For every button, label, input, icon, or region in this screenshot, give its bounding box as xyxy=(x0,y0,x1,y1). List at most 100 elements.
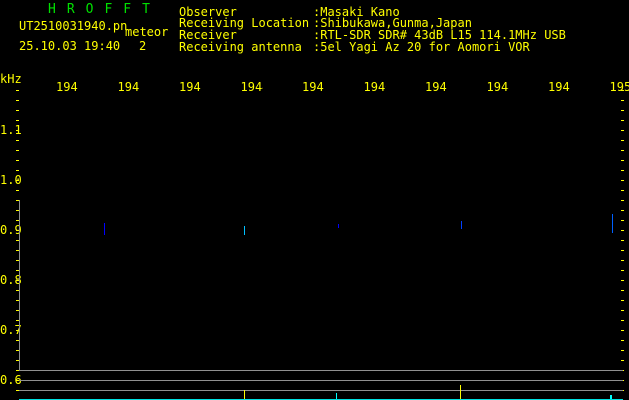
y-axis-label: 1.0 xyxy=(0,173,22,187)
x-axis-label: 1943 xyxy=(179,81,201,93)
meteor-marker xyxy=(460,385,461,400)
axis-tick xyxy=(16,150,19,151)
receiver-label: Receiver xyxy=(179,28,237,42)
signal-bar xyxy=(610,395,612,400)
frame-left-border xyxy=(19,200,20,370)
y-axis-label: 0.7 xyxy=(0,323,22,337)
x-axis-label: 1947 xyxy=(425,81,447,93)
x-axis-label: 1946 xyxy=(363,81,386,93)
axis-tick xyxy=(621,90,624,91)
axis-tick xyxy=(621,300,624,301)
axis-tick xyxy=(16,270,19,271)
axis-tick xyxy=(16,320,19,321)
axis-tick xyxy=(16,280,19,281)
axis-tick xyxy=(16,190,19,191)
axis-tick xyxy=(621,110,624,111)
y-axis-label: 0.8 xyxy=(0,273,22,287)
axis-tick xyxy=(621,160,624,161)
filename: UT2510031940.pn xyxy=(19,19,128,33)
axis-tick xyxy=(621,310,624,311)
datetime: 25.10.03 19:40 xyxy=(19,39,121,53)
meteor-echo xyxy=(612,214,613,233)
axis-tick xyxy=(621,130,624,131)
receiver-value: :RTL-SDR SDR# 43dB L15 114.1MHz USB xyxy=(313,28,566,42)
y-axis-label: 0.9 xyxy=(0,223,22,237)
x-axis-label: 1942 xyxy=(117,81,140,93)
meteor-echo xyxy=(338,224,339,228)
mode-label: meteor xyxy=(125,25,169,39)
axis-tick xyxy=(621,170,624,171)
axis-tick xyxy=(621,240,624,241)
axis-tick xyxy=(16,370,19,371)
observer-label: Observer xyxy=(179,5,237,19)
axis-tick xyxy=(621,270,624,271)
x-axis-label: 1950 xyxy=(609,81,629,93)
meteor-echo xyxy=(244,226,245,235)
x-axis-label: 1949 xyxy=(548,81,570,93)
axis-tick xyxy=(16,210,19,211)
x-axis-label: 1948 xyxy=(486,81,509,93)
axis-tick xyxy=(621,350,624,351)
axis-tick xyxy=(16,240,19,241)
axis-tick xyxy=(16,340,19,341)
meteor-echo xyxy=(104,223,105,235)
axis-tick xyxy=(621,230,624,231)
axis-tick xyxy=(16,260,19,261)
axis-tick xyxy=(16,100,19,101)
axis-tick xyxy=(16,230,19,231)
axis-tick xyxy=(621,340,624,341)
axis-tick xyxy=(16,120,19,121)
axis-tick xyxy=(621,200,624,201)
axis-tick xyxy=(16,330,19,331)
meteor-marker xyxy=(244,390,245,400)
antenna-label: Receiving antenna xyxy=(179,40,302,54)
axis-tick xyxy=(16,350,19,351)
axis-tick xyxy=(16,380,19,381)
app-title: HROFFT xyxy=(48,2,161,17)
meteor-count: 2 xyxy=(139,39,147,53)
y-axis-label: 0.6 xyxy=(0,373,22,387)
axis-tick xyxy=(16,200,19,201)
location-value: :Shibukawa,Gunma,Japan xyxy=(313,16,472,30)
axis-tick xyxy=(16,170,19,171)
signal-bar xyxy=(336,393,337,400)
grid-line xyxy=(19,390,623,391)
axis-tick xyxy=(621,210,624,211)
antenna-value: :5el Yagi Az 20 for Aomori VOR xyxy=(313,40,530,54)
grid-line xyxy=(19,380,623,381)
axis-tick xyxy=(16,110,19,111)
axis-tick xyxy=(621,100,624,101)
location-label: Receiving Location xyxy=(179,16,310,30)
axis-tick xyxy=(16,130,19,131)
axis-tick xyxy=(16,90,19,91)
y-axis-label: 1.1 xyxy=(0,123,22,137)
y-unit-label: kHz xyxy=(0,72,22,86)
meteor-echo xyxy=(461,221,462,229)
axis-tick xyxy=(621,190,624,191)
axis-tick xyxy=(16,390,19,391)
axis-tick xyxy=(16,140,19,141)
axis-tick xyxy=(621,320,624,321)
axis-tick xyxy=(16,220,19,221)
axis-tick xyxy=(16,310,19,311)
x-axis-label: 1944 xyxy=(240,81,263,93)
axis-tick xyxy=(621,260,624,261)
axis-tick xyxy=(16,290,19,291)
axis-tick xyxy=(16,180,19,181)
axis-tick xyxy=(16,250,19,251)
axis-tick xyxy=(16,160,19,161)
axis-tick xyxy=(621,140,624,141)
axis-tick xyxy=(621,280,624,281)
frame-bottom-border xyxy=(19,370,623,371)
axis-tick xyxy=(621,250,624,251)
axis-tick xyxy=(621,180,624,181)
axis-tick xyxy=(621,150,624,151)
observer-value: :Masaki Kano xyxy=(313,5,400,19)
axis-tick xyxy=(16,300,19,301)
axis-tick xyxy=(16,360,19,361)
axis-tick xyxy=(621,120,624,121)
axis-tick xyxy=(621,290,624,291)
axis-tick xyxy=(621,360,624,361)
axis-tick xyxy=(621,330,624,331)
